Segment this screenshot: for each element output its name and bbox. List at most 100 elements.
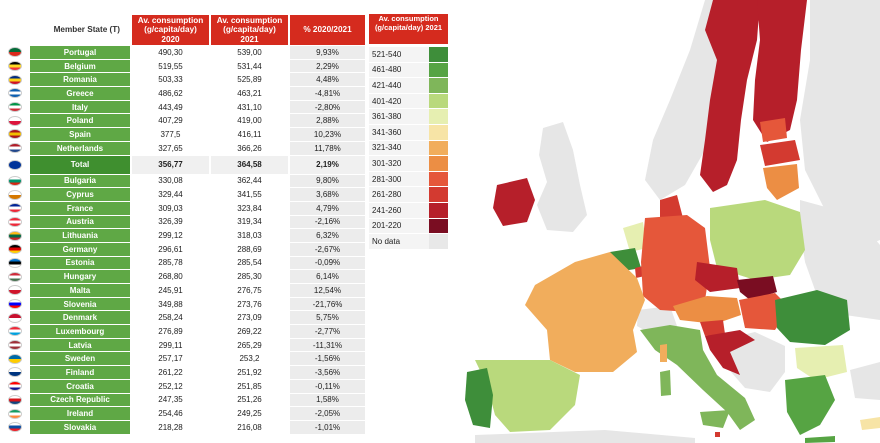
member-state-cell: Croatia [30,379,130,393]
consumption-2021-cell: 463,21 [211,87,288,100]
legend-item: 401-420 [369,93,448,109]
table-row: Italy 443,49 431,10 -2,80% [8,100,365,114]
flag-icon-finland [8,367,22,378]
legend-title: Av. consumption (g/capita/day) 2021 [369,14,448,44]
legend-item: 421-440 [369,78,448,93]
legend-item: 241-260 [369,202,448,218]
flag-icon-poland [8,115,22,126]
consumption-2020-cell: 247,35 [132,393,209,407]
change-percent-cell: -2,80% [290,100,365,114]
flag-icon-slovenia [8,299,22,310]
legend-item: 201-220 [369,218,448,234]
flag-icon-slovakia [8,422,22,433]
legend-item: 321-340 [369,140,448,156]
map-country-sardinia [660,370,671,396]
consumption-2020-cell: 276,89 [132,325,209,338]
member-state-cell: Belgium [30,59,130,73]
consumption-2020-cell: 218,28 [132,420,209,434]
map-country-spain [475,360,580,432]
consumption-2021-cell: 431,10 [211,100,288,114]
flag-cell [8,175,28,188]
table-header-row: Member State (T) Av. consumption (g/capi… [8,15,365,45]
consumption-2021-cell: 539,00 [211,46,288,59]
map-land-belarus-ukraine [800,200,880,320]
legend-item: 341-360 [369,124,448,140]
legend-range-label: 421-440 [369,78,429,93]
member-state-cell: Slovenia [30,297,130,311]
flag-cell [8,352,28,365]
consumption-2020-cell: 443,49 [132,100,209,114]
map-country-croatia [705,330,755,375]
flag-icon-lithuania [8,230,22,241]
consumption-2020-cell: 349,88 [132,297,209,311]
map-country-poland [710,200,805,280]
consumption-2020-cell: 245,91 [132,284,209,297]
legend-swatch [429,140,448,156]
consumption-2021-cell: 253,2 [211,352,288,366]
consumption-2020-cell: 490,30 [132,46,209,59]
flag-cell [8,101,28,114]
consumption-2021-cell: 323,84 [211,201,288,215]
member-state-cell: Spain [30,128,130,141]
map-land-russia [800,0,880,250]
flag-icon-netherlands [8,143,22,154]
change-percent-cell: -3,56% [290,366,365,379]
map-land-turkey [850,362,880,400]
legend-range-label: 241-260 [369,202,429,218]
change-percent-cell: -0,11% [290,379,365,393]
flag-cell [8,339,28,352]
member-state-cell: Netherlands [30,141,130,155]
table-row: Lithuania 299,12 318,03 6,32% [8,229,365,242]
consumption-2021-cell: 419,00 [211,114,288,128]
table-row: Romania 503,33 525,89 4,48% [8,73,365,87]
europe-choropleth-map [455,0,880,443]
map-country-greece [785,375,835,435]
consumption-2021-cell: 364,58 [211,155,288,174]
legend-swatch [429,218,448,234]
flag-icon-croatia [8,381,22,392]
change-percent-cell: -2,16% [290,215,365,229]
map-country-crete [805,436,835,443]
consumption-table: Member State (T) Av. consumption (g/capi… [6,14,367,435]
consumption-2021-cell: 251,26 [211,393,288,407]
table-row: Czech Republic 247,35 251,26 1,58% [8,393,365,407]
table-row: Malta 245,91 276,75 12,54% [8,284,365,297]
change-percent-header: % 2020/2021 [290,15,365,45]
consumption-2021-cell: 216,08 [211,420,288,434]
legend-swatch [429,47,448,62]
table-row: Greece 486,62 463,21 -4,81% [8,87,365,100]
consumption-table-container: Member State (T) Av. consumption (g/capi… [6,14,367,435]
member-state-cell: Estonia [30,256,130,270]
table-row: Slovenia 349,88 273,76 -21,76% [8,297,365,311]
table-row: Denmark 258,24 273,09 5,75% [8,311,365,325]
legend-item: 261-280 [369,187,448,202]
member-state-cell: Czech Republic [30,393,130,407]
consumption-2021-cell: 416,11 [211,128,288,141]
table-row: Sweden 257,17 253,2 -1,56% [8,352,365,366]
consumption-2020-cell: 309,03 [132,201,209,215]
flag-icon-estonia [8,257,22,268]
map-country-sweden [700,0,760,192]
consumption-2021-cell: 276,75 [211,284,288,297]
map-country-czech-republic [695,262,740,292]
member-state-cell: Luxembourg [30,325,130,338]
flag-icon-denmark [8,312,22,323]
change-percent-cell: 6,32% [290,229,365,242]
flag-icon-latvia [8,340,22,351]
flag-cell [8,421,28,434]
map-country-malta [715,432,720,437]
consumption-2021-cell: 249,25 [211,407,288,420]
member-state-cell: Denmark [30,311,130,325]
consumption-2020-cell: 519,55 [132,59,209,73]
flag-icon-belgium [8,61,22,72]
consumption-2020-cell: 486,62 [132,87,209,100]
change-percent-cell: 2,88% [290,114,365,128]
change-percent-cell: 5,75% [290,311,365,325]
flag-icon-hungary [8,271,22,282]
consumption-2020-cell: 329,44 [132,188,209,201]
member-state-cell: Finland [30,366,130,379]
flag-cell [8,142,28,155]
flag-cell [8,202,28,215]
map-land-uk [537,122,587,232]
flag-icon-luxembourg [8,326,22,337]
